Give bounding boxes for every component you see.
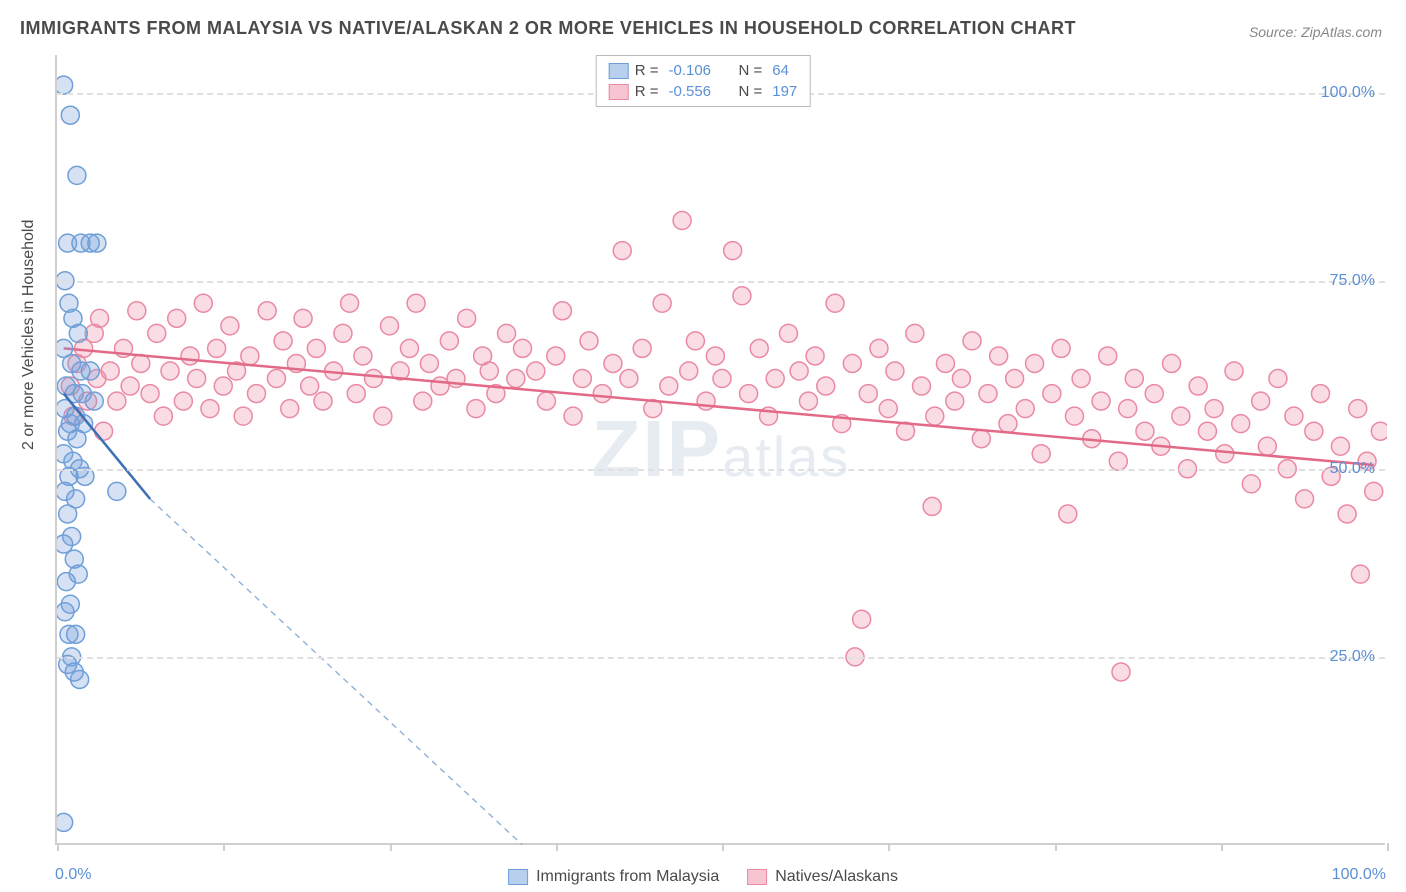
y-axis-label: 2 or more Vehicles in Household — [20, 220, 38, 450]
x-tick-mark — [722, 843, 724, 851]
r-label: R = — [635, 62, 659, 79]
y-tick-label-25: 25.0% — [1330, 648, 1375, 666]
x-tick-mark — [888, 843, 890, 851]
x-tick-100: 100.0% — [1332, 866, 1386, 884]
chart-plot-area: ZIPatlas 25.0%50.0%75.0%100.0% — [55, 55, 1385, 845]
legend-item-1: Natives/Alaskans — [747, 868, 898, 886]
r-value-1: -0.556 — [668, 83, 722, 100]
x-tick-mark — [223, 843, 225, 851]
grid-line-50 — [57, 469, 1385, 471]
legend-label-0: Immigrants from Malaysia — [536, 868, 719, 886]
swatch-series-1 — [609, 84, 629, 100]
n-label: N = — [738, 83, 762, 100]
correlation-legend: R = -0.106 N = 64 R = -0.556 N = 197 — [596, 55, 811, 107]
y-tick-label-100: 100.0% — [1321, 84, 1375, 102]
source-attribution: Source: ZipAtlas.com — [1249, 24, 1382, 40]
x-tick-mark — [1221, 843, 1223, 851]
n-label: N = — [738, 62, 762, 79]
chart-title: IMMIGRANTS FROM MALAYSIA VS NATIVE/ALASK… — [20, 18, 1076, 39]
series-legend: Immigrants from Malaysia Natives/Alaskan… — [508, 868, 898, 886]
x-tick-mark — [1387, 843, 1389, 851]
legend-label-1: Natives/Alaskans — [775, 868, 898, 886]
x-tick-mark — [390, 843, 392, 851]
scatter-svg — [57, 55, 1387, 845]
x-tick-mark — [1055, 843, 1057, 851]
n-value-1: 197 — [772, 83, 797, 100]
legend-row-series-1: R = -0.556 N = 197 — [609, 81, 798, 102]
n-value-0: 64 — [772, 62, 789, 79]
x-tick-mark — [57, 843, 59, 851]
x-tick-0: 0.0% — [55, 866, 91, 884]
swatch-series-0 — [609, 63, 629, 79]
grid-line-25 — [57, 657, 1385, 659]
swatch-bottom-0 — [508, 869, 528, 885]
swatch-bottom-1 — [747, 869, 767, 885]
grid-line-75 — [57, 281, 1385, 283]
x-tick-mark — [556, 843, 558, 851]
r-label: R = — [635, 83, 659, 100]
legend-row-series-0: R = -0.106 N = 64 — [609, 60, 798, 81]
r-value-0: -0.106 — [668, 62, 722, 79]
legend-item-0: Immigrants from Malaysia — [508, 868, 719, 886]
y-tick-label-75: 75.0% — [1330, 272, 1375, 290]
y-tick-label-50: 50.0% — [1330, 460, 1375, 478]
